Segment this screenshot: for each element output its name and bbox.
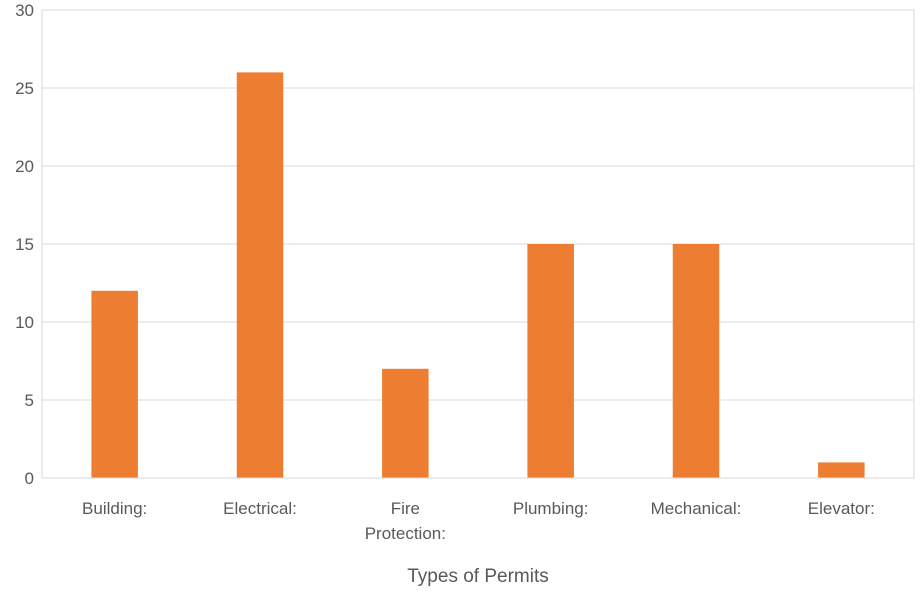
gridlines — [41, 9, 915, 478]
y-tick-label: 0 — [25, 469, 34, 488]
x-tick-label: Plumbing: — [513, 499, 589, 518]
x-tick-label: Protection: — [365, 524, 446, 543]
y-tick-label: 30 — [15, 1, 34, 20]
x-tick-label: Mechanical: — [651, 499, 742, 518]
x-tick-label: Building: — [82, 499, 147, 518]
x-tick-label: Electrical: — [223, 499, 297, 518]
y-tick-label: 15 — [15, 235, 34, 254]
y-axis-ticks: 0 5 10 15 20 25 30 — [15, 1, 34, 488]
y-tick-label: 5 — [25, 391, 34, 410]
bar — [91, 290, 138, 478]
bar — [236, 72, 284, 479]
y-tick-label: 10 — [15, 313, 34, 332]
x-tick-label: Elevator: — [808, 499, 875, 518]
y-tick-label: 20 — [15, 157, 34, 176]
bars — [91, 72, 865, 479]
bar — [818, 462, 865, 478]
x-axis-title: Types of Permits — [407, 566, 549, 587]
bar — [672, 244, 720, 478]
x-axis-ticks: Building: Electrical: Fire Protection: Plumb… — [82, 499, 875, 543]
x-tick-label: Fire — [391, 499, 420, 518]
y-tick-label: 25 — [15, 79, 34, 98]
bar — [382, 368, 429, 478]
bar — [527, 244, 574, 478]
